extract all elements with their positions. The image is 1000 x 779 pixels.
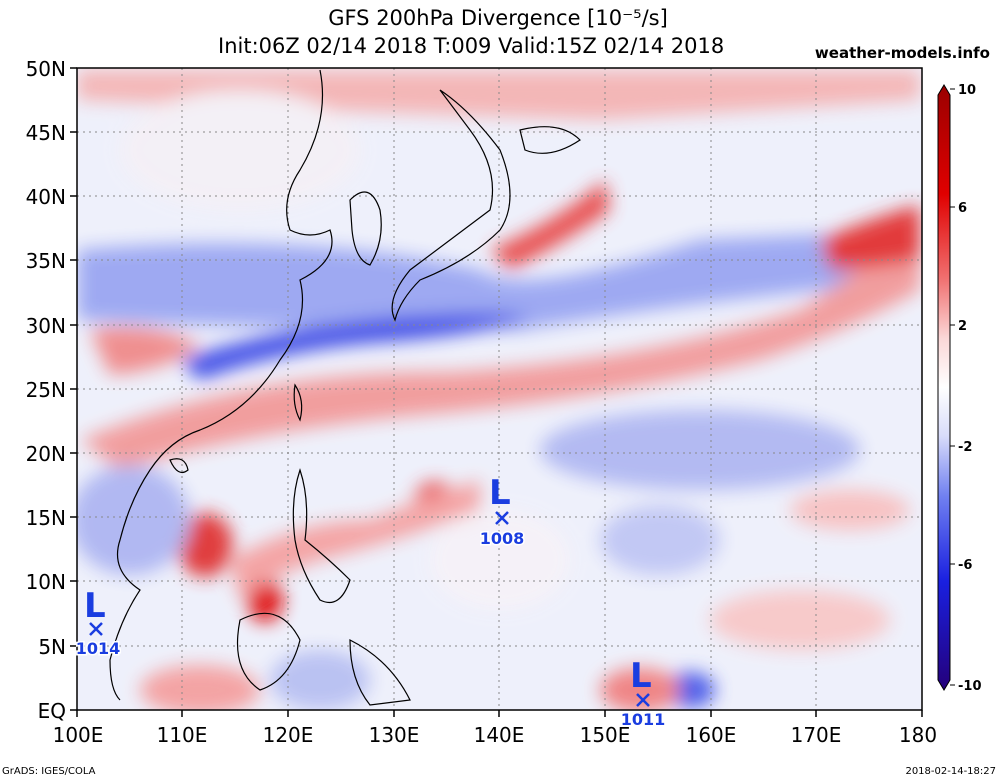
lon-label: 130E <box>369 723 420 747</box>
map-subtitle: Init:06Z 02/14 2018 T:009 Valid:15Z 02/1… <box>218 34 725 58</box>
lon-label: 180 <box>899 723 937 747</box>
lat-labels: 50N 45N 40N 35N 30N 25N 20N 15N 10N 5N E… <box>26 57 66 723</box>
colorbar-label: -10 <box>958 679 982 694</box>
coastlines <box>109 69 581 706</box>
lat-label: 25N <box>26 378 66 402</box>
lat-label: 40N <box>26 185 66 209</box>
map-title: GFS 200hPa Divergence [10⁻⁵/s] <box>328 6 668 30</box>
lat-label: EQ <box>38 699 66 723</box>
low-marker: L 1008 <box>478 473 526 550</box>
colorbar-label: 2 <box>958 319 967 334</box>
lon-label: 170E <box>791 723 842 747</box>
lon-label: 110E <box>157 723 208 747</box>
lat-label: 30N <box>26 314 66 338</box>
low-symbol: L <box>489 473 511 513</box>
lat-label: 20N <box>26 442 66 466</box>
lat-label: 5N <box>38 635 66 659</box>
low-pressure: 1014 <box>76 639 121 658</box>
timestamp-label: 2018-02-14-18:27 <box>905 766 996 777</box>
low-markers: L 1008 L 1014 L 1011 <box>74 473 667 731</box>
gridlines <box>77 68 922 710</box>
colorbar: 10 6 2 -2 -6 -10 <box>937 83 982 694</box>
low-pressure: 1011 <box>621 710 666 729</box>
lon-label: 120E <box>263 723 314 747</box>
low-symbol: L <box>84 586 106 626</box>
low-marker: L 1011 <box>619 656 667 731</box>
site-label: weather-models.info <box>814 44 990 62</box>
lon-label: 160E <box>686 723 737 747</box>
colorbar-label: -6 <box>958 558 972 573</box>
lat-label: 45N <box>26 121 66 145</box>
lat-label: 10N <box>26 570 66 594</box>
divergence-field <box>77 68 922 710</box>
lon-label: 150E <box>580 723 631 747</box>
lat-label: 15N <box>26 506 66 530</box>
lat-label: 50N <box>26 57 66 81</box>
colorbar-label: 6 <box>958 201 967 216</box>
low-marker: L 1014 <box>74 586 122 660</box>
lat-label: 35N <box>26 249 66 273</box>
colorbar-label: -2 <box>958 440 972 455</box>
low-symbol: L <box>630 656 652 696</box>
colorbar-label: 10 <box>958 83 976 98</box>
lon-label: 140E <box>474 723 525 747</box>
lon-label: 100E <box>53 723 104 747</box>
lon-labels: 100E 110E 120E 130E 140E 150E 160E 170E … <box>53 723 938 747</box>
axis-ticks <box>70 67 923 717</box>
credit-label: GrADS: IGES/COLA <box>2 766 96 777</box>
low-pressure: 1008 <box>480 529 525 548</box>
